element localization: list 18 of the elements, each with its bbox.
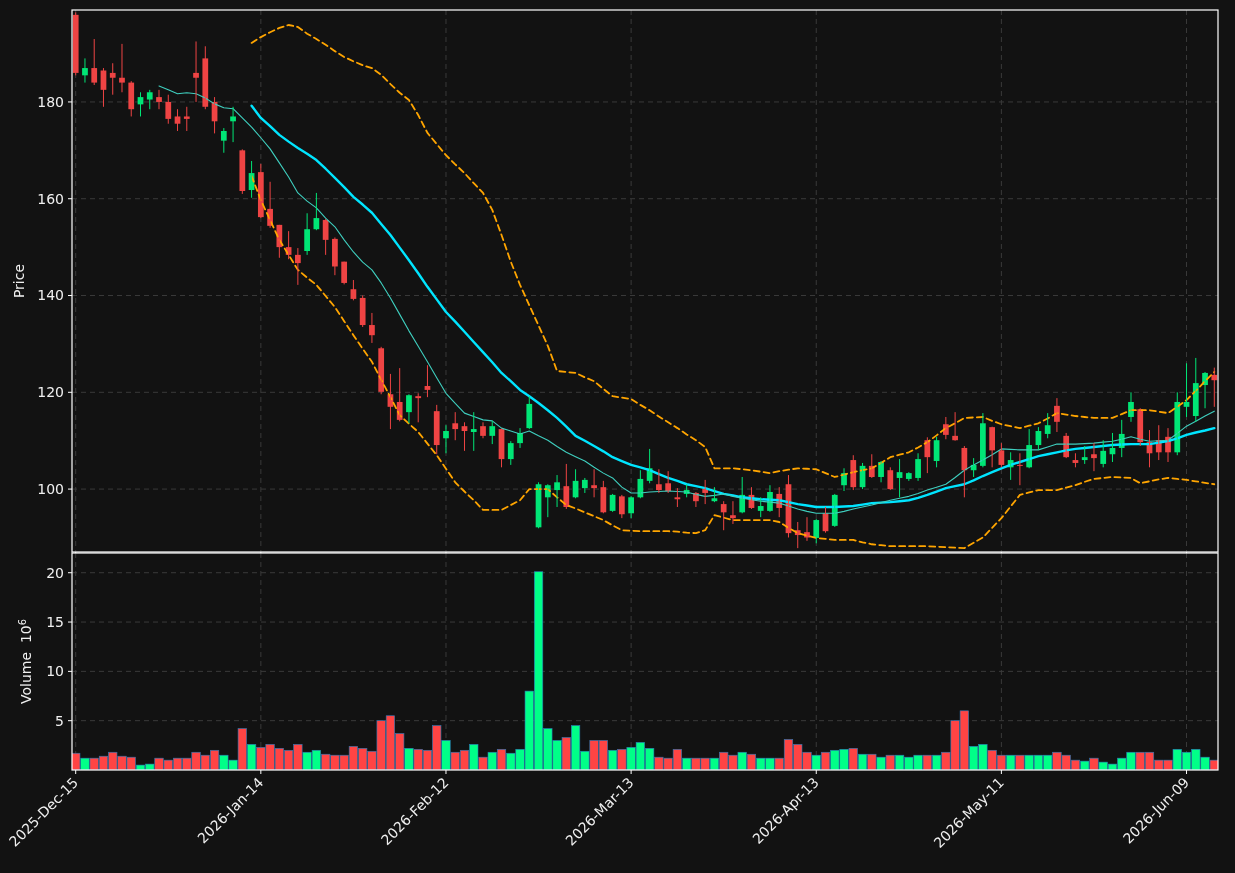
line-series [250, 175, 1216, 550]
y-axis-title: Price [11, 263, 27, 299]
candlestick [905, 471, 912, 482]
y-tick-label: 140 [37, 287, 64, 304]
candlestick [183, 106, 190, 132]
y-tick-label: 5 [55, 712, 64, 729]
candlestick [415, 392, 422, 423]
y-tick-label: 100 [37, 480, 64, 497]
candlestick [452, 411, 459, 441]
y-tick-label: 20 [46, 564, 64, 581]
candlestick [91, 38, 98, 86]
candlestick [146, 89, 153, 110]
y-tick-label: 160 [37, 190, 64, 207]
y-tick-label: 180 [37, 93, 64, 110]
candlestick [1044, 412, 1051, 439]
y-tick-label: 15 [46, 613, 64, 630]
y-tick-label: 10 [46, 663, 64, 680]
y-tick-label: 120 [37, 384, 64, 401]
